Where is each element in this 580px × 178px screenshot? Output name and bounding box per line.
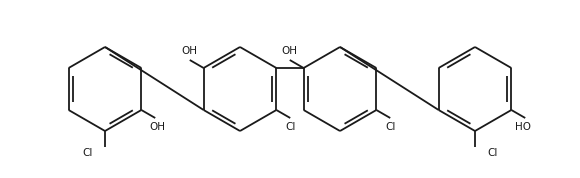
Text: OH: OH: [182, 46, 198, 56]
Text: Cl: Cl: [82, 148, 93, 158]
Text: Cl: Cl: [285, 122, 295, 132]
Text: HO: HO: [515, 122, 531, 132]
Text: Cl: Cl: [487, 148, 498, 158]
Text: Cl: Cl: [385, 122, 396, 132]
Text: OH: OH: [149, 122, 165, 132]
Text: OH: OH: [282, 46, 298, 56]
